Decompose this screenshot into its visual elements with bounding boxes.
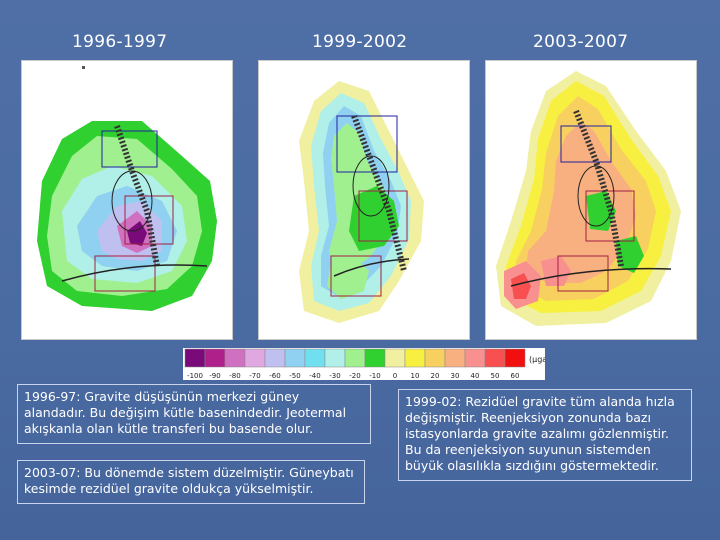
legend-color-swatch: [284, 348, 306, 368]
legend-color-swatch: [384, 348, 406, 368]
legend-tick-label: -20: [349, 372, 360, 380]
legend-color-swatch: [304, 348, 326, 368]
legend-tick-label: 40: [471, 372, 480, 380]
legend-tick-label: -50: [289, 372, 300, 380]
legend-color-swatch: [204, 348, 226, 368]
legend-color-swatch: [444, 348, 466, 368]
legend-tick-label: -90: [209, 372, 220, 380]
legend-color-swatch: [324, 348, 346, 368]
legend-color-swatch: [244, 348, 266, 368]
legend-color-swatch: [504, 348, 526, 368]
legend-tick-label: -30: [329, 372, 340, 380]
legend-unit-label: (µgal): [529, 355, 545, 364]
description-1996-97: 1996-97: Gravite düşüşünün merkezi güney…: [17, 384, 371, 444]
legend-tick-label: -60: [269, 372, 280, 380]
legend-color-swatch: [424, 348, 446, 368]
gravity-map-1996-1997: [21, 60, 233, 340]
legend-tick-label: 10: [411, 372, 420, 380]
legend-color-swatch: [264, 348, 286, 368]
legend-color-swatch: [484, 348, 506, 368]
gravity-map-1996-1997-graphic: [37, 66, 217, 311]
color-scale-legend: -100 -90 -80 -70 -60 -50 -40 -30 -20 -10 0 10 20 30 40…: [183, 348, 545, 380]
legend-tick-label: -10: [369, 372, 380, 380]
legend-color-swatch: [344, 348, 366, 368]
legend-tick-label: -80: [229, 372, 240, 380]
legend-tick-label: 20: [431, 372, 440, 380]
period-title-1996-1997: 1996-1997: [72, 32, 168, 52]
gravity-map-1999-2002: [258, 60, 470, 340]
period-title-2003-2007: 2003-2007: [533, 32, 629, 52]
gravity-map-2003-2007-graphic: [496, 71, 681, 326]
legend-tick-label: 60: [511, 372, 520, 380]
gravity-map-2003-2007: [485, 60, 697, 340]
gravity-map-1999-2002-graphic: [299, 81, 424, 323]
legend-tick-label: 0: [393, 372, 397, 380]
legend-color-swatch: [364, 348, 386, 368]
legend-color-swatch: [404, 348, 426, 368]
legend-tick-label: -100: [187, 372, 203, 380]
legend-tick-label: -70: [249, 372, 260, 380]
legend-tick-label: 30: [451, 372, 460, 380]
legend-tick-label: -40: [309, 372, 320, 380]
legend-color-swatch: [224, 348, 246, 368]
period-title-1999-2002: 1999-2002: [312, 32, 408, 52]
legend-tick-label: 50: [491, 372, 500, 380]
color-scale-bar: -100 -90 -80 -70 -60 -50 -40 -30 -20 -10 0 10 20 30 40…: [183, 348, 545, 380]
description-1999-02: 1999-02: Rezidüel gravite tüm alanda hız…: [398, 389, 692, 481]
legend-color-swatch: [464, 348, 486, 368]
legend-color-swatch: [184, 348, 206, 368]
description-2003-07: 2003-07: Bu dönemde sistem düzelmiştir. …: [17, 460, 365, 504]
